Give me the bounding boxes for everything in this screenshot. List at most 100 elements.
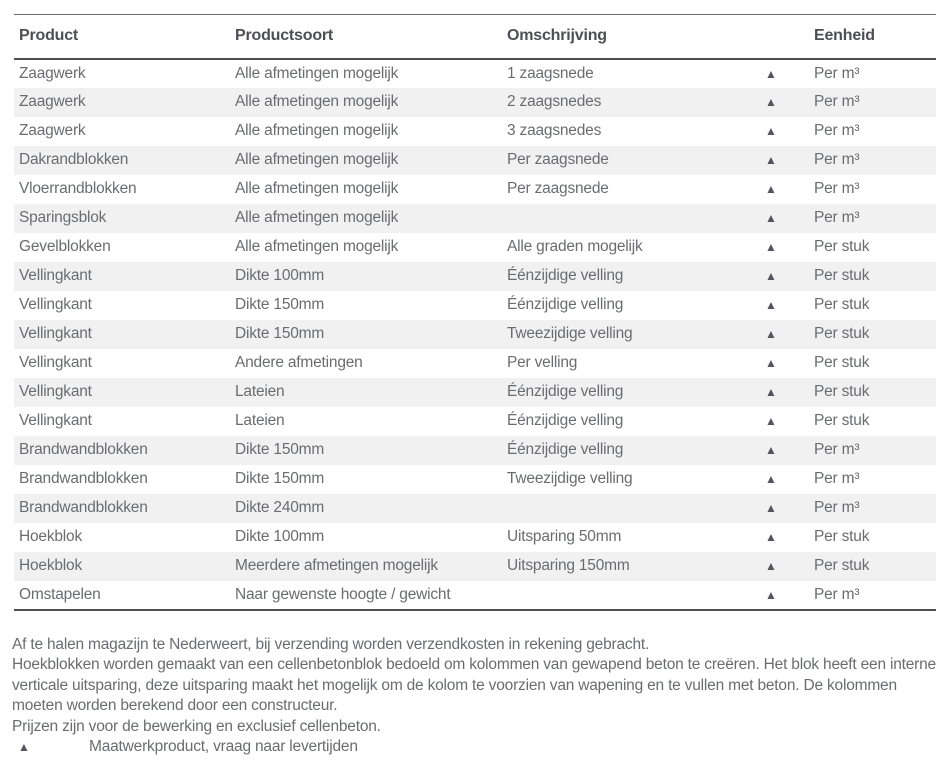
cell-productsoort: Lateien [235,412,285,429]
cell-eenheid: Per stuk [814,238,870,255]
cell-productsoort: Alle afmetingen mogelijk [235,209,399,226]
cell-productsoort: Dikte 150mm [235,296,325,313]
cell-product: Brandwandblokken [19,441,148,458]
table-row: Hoekblok Dikte 100mm Uitsparing 50mm ▲ P… [14,523,936,552]
custom-product-triangle-icon: ▲ [765,240,777,254]
note-hoekblokken: Hoekblokken worden gemaakt van een celle… [12,656,936,714]
cell-productsoort: Dikte 150mm [235,325,325,342]
table-row: Omstapelen Naar gewenste hoogte / gewich… [14,581,936,610]
cell-omschrijving [502,204,760,233]
cell-eenheid: Per m³ [814,585,860,603]
footer-notes: Af te halen magazijn te Nederweert, bij … [12,635,938,758]
cell-omschrijving: Éénzijdige velling [507,383,624,400]
cell-eenheid: Per stuk [814,557,870,574]
cell-omschrijving: Per zaagsnede [507,151,609,168]
cell-eenheid: Per stuk [814,296,870,313]
custom-product-triangle-icon: ▲ [765,443,777,457]
column-header-productsoort: Productsoort [230,14,502,60]
cell-product: Vellingkant [19,296,92,313]
column-header-omschrijving: Omschrijving [502,14,760,60]
cell-product: Omstapelen [19,585,101,603]
cell-product: Vellingkant [19,383,92,400]
cell-omschrijving: Uitsparing 50mm [507,528,622,545]
note-pickup: Af te halen magazijn te Nederweert, bij … [12,635,650,653]
cell-productsoort: Dikte 150mm [235,441,325,458]
custom-product-triangle-icon: ▲ [765,211,777,225]
custom-product-triangle-icon: ▲ [765,269,777,283]
cell-omschrijving: Per zaagsnede [507,180,609,197]
cell-productsoort: Alle afmetingen mogelijk [235,180,399,197]
table-row: Vloerrandblokken Alle afmetingen mogelij… [14,175,936,204]
cell-productsoort: Alle afmetingen mogelijk [235,64,399,82]
cell-product: Zaagwerk [19,64,86,82]
column-header-eenheid: Eenheid [809,14,936,60]
cell-productsoort: Alle afmetingen mogelijk [235,122,399,139]
cell-omschrijving: 2 zaagsnedes [507,93,602,110]
cell-omschrijving: Éénzijdige velling [507,267,624,284]
cell-omschrijving [502,581,760,610]
cell-eenheid: Per stuk [814,528,870,545]
cell-omschrijving: Éénzijdige velling [507,441,624,458]
cell-productsoort: Naar gewenste hoogte / gewicht [235,585,451,603]
cell-eenheid: Per m³ [814,209,860,226]
custom-product-triangle-icon: ▲ [765,327,777,341]
custom-product-triangle-icon: ▲ [765,587,777,602]
custom-product-triangle-icon: ▲ [765,356,777,370]
cell-product: Vloerrandblokken [19,180,137,197]
cell-product: Sparingsblok [19,209,107,226]
table-row: Vellingkant Dikte 150mm Éénzijdige velli… [14,291,936,320]
custom-product-triangle-icon: ▲ [765,501,777,515]
column-header-spacer [760,14,809,60]
table-row: Vellingkant Dikte 100mm Éénzijdige velli… [14,261,936,291]
cell-productsoort: Lateien [235,383,285,400]
products-table: Product Productsoort Omschrijving Eenhei… [14,14,936,611]
cell-product: Gevelblokken [19,238,111,255]
table-row: Vellingkant Lateien Éénzijdige velling ▲… [14,377,936,407]
table-row: Sparingsblok Alle afmetingen mogelijk ▲ … [14,203,936,233]
cell-eenheid: Per m³ [814,122,860,139]
cell-omschrijving: Tweezijdige velling [507,470,633,487]
custom-product-triangle-icon: ▲ [765,153,777,167]
table-row: Brandwandblokken Dikte 150mm Tweezijdige… [14,465,936,494]
cell-omschrijving: 1 zaagsnede [507,64,594,82]
custom-product-triangle-icon: ▲ [765,298,777,312]
cell-product: Brandwandblokken [19,470,148,487]
cell-eenheid: Per stuk [814,383,870,400]
legend-row: ▲ Maatwerkproduct, vraag naar levertijde… [12,737,938,758]
table-row: Vellingkant Lateien Éénzijdige velling ▲… [14,407,936,436]
table-row: Gevelblokken Alle afmetingen mogelijk Al… [14,233,936,262]
custom-product-triangle-icon: ▲ [765,95,777,109]
cell-product: Zaagwerk [19,93,86,110]
custom-product-triangle-icon: ▲ [765,414,777,428]
cell-eenheid: Per stuk [814,325,870,342]
cell-productsoort: Alle afmetingen mogelijk [235,151,399,168]
custom-product-triangle-icon: ▲ [765,530,777,544]
cell-productsoort: Dikte 150mm [235,470,325,487]
cell-eenheid: Per m³ [814,470,860,487]
triangle-icon: ▲ [18,740,30,754]
table-row: Zaagwerk Alle afmetingen mogelijk 3 zaag… [14,117,936,146]
cell-product: Hoekblok [19,528,83,545]
cell-product: Dakrandblokken [19,151,129,168]
cell-omschrijving: Éénzijdige velling [507,296,624,313]
cell-eenheid: Per m³ [814,441,860,458]
cell-eenheid: Per m³ [814,64,860,82]
table-row: Brandwandblokken Dikte 150mm Éénzijdige … [14,435,936,465]
custom-product-triangle-icon: ▲ [765,385,777,399]
table-row: Zaagwerk Alle afmetingen mogelijk 1 zaag… [14,59,936,88]
cell-eenheid: Per m³ [814,151,860,168]
cell-productsoort: Andere afmetingen [235,354,363,371]
custom-product-triangle-icon: ▲ [765,559,777,573]
cell-product: Zaagwerk [19,122,86,139]
cell-product: Vellingkant [19,267,92,284]
cell-omschrijving: Tweezijdige velling [507,325,633,342]
table-row: Zaagwerk Alle afmetingen mogelijk 2 zaag… [14,87,936,117]
cell-eenheid: Per m³ [814,499,860,516]
cell-omschrijving: Alle graden mogelijk [507,238,643,255]
cell-omschrijving [502,494,760,523]
cell-productsoort: Dikte 100mm [235,267,325,284]
table-row: Hoekblok Meerdere afmetingen mogelijk Ui… [14,551,936,581]
cell-eenheid: Per stuk [814,267,870,284]
note-prices: Prijzen zijn voor de bewerking en exclus… [12,717,381,735]
